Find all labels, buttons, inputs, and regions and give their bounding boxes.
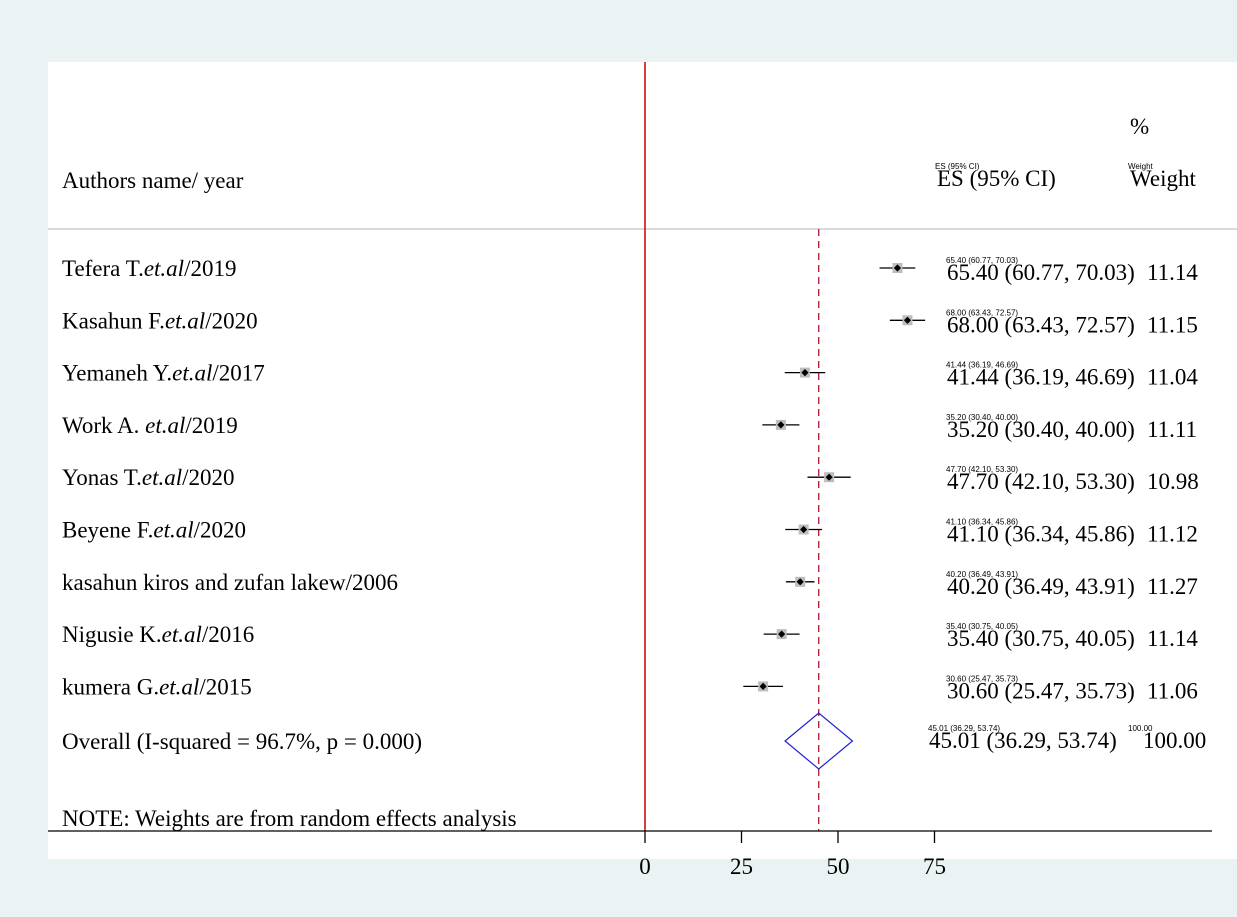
point-estimate bbox=[778, 630, 786, 638]
es-text: 68.00 (63.43, 72.57) bbox=[947, 312, 1135, 337]
study-label: Work A. et.al/2019 bbox=[62, 413, 238, 438]
study-row: Kasahun F.et.al/2020 68.00 (63.43, 72.57)… bbox=[62, 308, 1198, 337]
study-column-header: Authors name/ year bbox=[62, 168, 244, 193]
overall-label: Overall (I-squared = 96.7%, p = 0.000) bbox=[62, 729, 422, 754]
overall-es-text: 45.01 (36.29, 53.74) bbox=[929, 728, 1117, 753]
weight-value: 11.06 bbox=[1147, 678, 1198, 703]
x-axis-ticks: 0 25 50 75 bbox=[639, 831, 946, 879]
x-tick-label: 25 bbox=[730, 854, 753, 879]
es-header-small: ES (95% CI) bbox=[935, 162, 980, 171]
es-text-small: 41.10 (36.34, 45.86) bbox=[946, 518, 1018, 527]
study-label: kasahun kiros and zufan lakew/2006 bbox=[62, 570, 398, 595]
es-text-small: 40.20 (36.49, 43.91) bbox=[946, 570, 1018, 579]
study-label: Tefera T.et.al/2019 bbox=[62, 256, 236, 281]
weight-value: 11.04 bbox=[1147, 365, 1198, 390]
study-row: kumera G.et.al/2015 30.60 (25.47, 35.73)3… bbox=[62, 674, 1198, 703]
weight-value: 11.14 bbox=[1147, 626, 1198, 651]
weight-percent-header: % bbox=[1130, 114, 1149, 139]
x-tick-label: 75 bbox=[923, 854, 946, 879]
es-text-small: 47.70 (42.10, 53.30) bbox=[946, 465, 1018, 474]
study-label: kumera G.et.al/2015 bbox=[62, 674, 252, 699]
study-label: Nigusie K.et.al/2016 bbox=[62, 622, 254, 647]
study-label: Yemaneh Y.et.al/2017 bbox=[62, 361, 265, 386]
weight-value: 10.98 bbox=[1147, 469, 1199, 494]
overall-es-small: 45.01 (36.29, 53.74) bbox=[928, 724, 1000, 733]
es-text: 30.60 (25.47, 35.73) bbox=[947, 678, 1135, 703]
x-tick-label: 50 bbox=[827, 854, 850, 879]
overall-weight-small: 100.00 bbox=[1128, 724, 1153, 733]
es-text-small: 30.60 (25.47, 35.73) bbox=[946, 674, 1018, 683]
study-label: Kasahun F.et.al/2020 bbox=[62, 308, 258, 333]
x-tick-label: 0 bbox=[639, 854, 651, 879]
weight-value: 11.11 bbox=[1147, 417, 1197, 442]
point-estimate bbox=[777, 421, 785, 429]
es-text: 41.10 (36.34, 45.86) bbox=[947, 522, 1135, 547]
point-estimate bbox=[800, 525, 808, 534]
es-text: 40.20 (36.49, 43.91) bbox=[947, 574, 1135, 599]
point-estimate bbox=[893, 264, 902, 272]
es-text: 47.70 (42.10, 53.30) bbox=[947, 469, 1135, 494]
weight-value: 11.27 bbox=[1147, 574, 1198, 599]
es-text-small: 41.44 (36.19, 46.69) bbox=[946, 361, 1018, 370]
point-estimate bbox=[796, 578, 804, 586]
es-column-header: ES (95% CI) bbox=[937, 166, 1056, 191]
weight-value: 11.15 bbox=[1147, 312, 1198, 337]
point-estimate bbox=[825, 473, 833, 481]
es-text: 41.44 (36.19, 46.69) bbox=[947, 365, 1135, 390]
study-row: Tefera T.et.al/2019 65.40 (60.77, 70.03)6… bbox=[62, 256, 1198, 285]
plot-panel bbox=[48, 62, 1237, 859]
es-text-small: 35.40 (30.75, 40.05) bbox=[946, 622, 1018, 631]
study-row: Yemaneh Y.et.al/2017 41.44 (36.19, 46.69)… bbox=[62, 361, 1198, 390]
es-text-small: 68.00 (63.43, 72.57) bbox=[946, 308, 1018, 317]
study-rows: Tefera T.et.al/2019 65.40 (60.77, 70.03)6… bbox=[62, 256, 1199, 703]
es-text-small: 35.20 (30.40, 40.00) bbox=[946, 413, 1018, 422]
weight-value: 11.12 bbox=[1147, 522, 1198, 547]
point-estimate bbox=[903, 316, 912, 324]
es-text: 35.20 (30.40, 40.00) bbox=[947, 417, 1135, 442]
weight-column-header: Weight bbox=[1130, 166, 1196, 191]
overall-weight: 100.00 bbox=[1143, 728, 1206, 753]
study-row: Yonas T.et.al/2020 47.70 (42.10, 53.30)47… bbox=[62, 465, 1199, 494]
study-label: Beyene F.et.al/2020 bbox=[62, 518, 246, 543]
es-text-small: 65.40 (60.77, 70.03) bbox=[946, 256, 1018, 265]
es-text: 65.40 (60.77, 70.03) bbox=[947, 260, 1135, 285]
study-row: kasahun kiros and zufan lakew/2006 40.20 … bbox=[62, 570, 1198, 599]
study-row: Work A. et.al/2019 35.20 (30.40, 40.00)35… bbox=[62, 413, 1197, 442]
study-label: Yonas T.et.al/2020 bbox=[62, 465, 235, 490]
study-row: Beyene F.et.al/2020 41.10 (36.34, 45.86)4… bbox=[62, 518, 1198, 547]
overall-diamond bbox=[784, 712, 854, 770]
point-estimate bbox=[801, 369, 809, 377]
weight-header-small: Weight bbox=[1128, 162, 1154, 171]
study-row: Nigusie K.et.al/2016 35.40 (30.75, 40.05)… bbox=[62, 622, 1198, 651]
weights-note: NOTE: Weights are from random effects an… bbox=[62, 806, 517, 831]
es-text: 35.40 (30.75, 40.05) bbox=[947, 626, 1135, 651]
weight-value: 11.14 bbox=[1147, 260, 1198, 285]
point-estimate bbox=[759, 682, 767, 690]
